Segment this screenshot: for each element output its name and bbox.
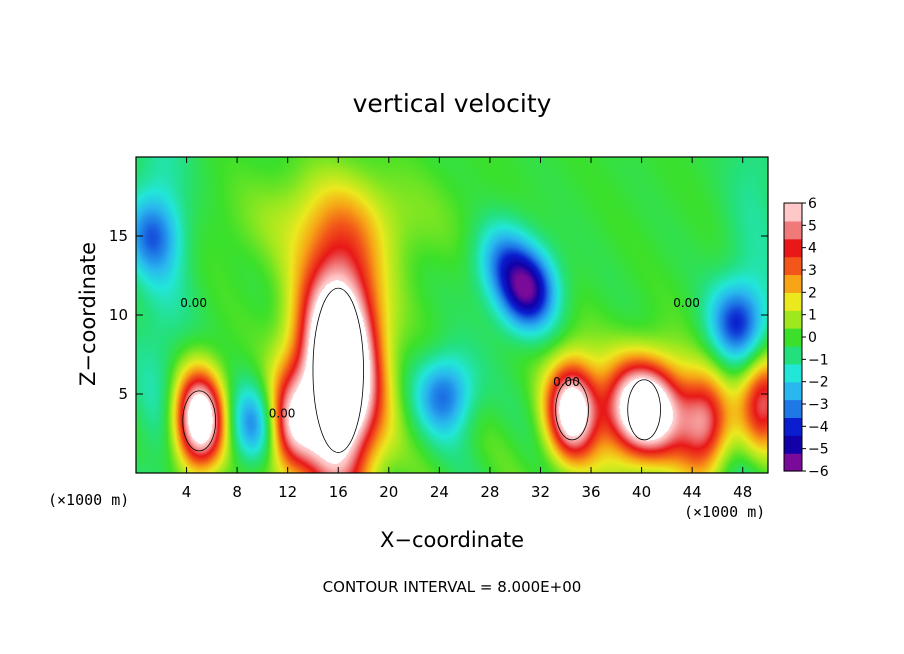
colorbar-swatch [784,310,802,329]
colorbar-tick-label: −5 [808,442,829,458]
updraft-contour [555,379,589,441]
colorbar-swatch [784,363,802,383]
x-tick-label: 8 [232,483,242,501]
colorbar: 6 5 4 3 2 1 0 −1 −2 −3 −4 −5 −6 [783,196,829,480]
x-axis-ticks: 4 8 12 16 20 24 28 32 36 40 44 48 [182,157,752,501]
y-tick-label: 5 [118,385,128,403]
colorbar-swatch [784,203,802,222]
colorbar-tick-label: 2 [808,285,817,301]
y-tick-label: 10 [109,306,128,324]
colorbar-swatch [784,256,802,276]
colorbar-tick-label: 4 [808,241,817,257]
updraft-contour [627,379,661,441]
feature-contours: 0.00 0.00 0.00 0.00 [180,287,700,453]
colorbar-swatch [784,220,802,240]
contour-label: 0.00 [269,407,296,421]
x-tick-label: 20 [379,483,398,501]
heatmap-field [136,157,768,473]
colorbar-tick-label: 3 [808,263,817,279]
y-tick-label: 15 [109,227,128,245]
colorbar-swatch [784,399,802,418]
colorbar-swatch [784,328,802,347]
colorbar-swatch [784,238,802,258]
x-tick-label: 16 [329,483,348,501]
x-tick-label: 28 [480,483,499,501]
x-tick-label: 44 [683,483,702,501]
contour-label: 0.00 [673,296,700,310]
colorbar-swatch [784,417,802,436]
colorbar-tick-label: −2 [808,375,829,391]
contour-label: 0.00 [180,296,207,310]
updraft-contour [312,287,364,453]
x-axis-label: X−coordinate [380,528,524,552]
colorbar-tick-label: 1 [808,308,817,324]
colorbar-swatch [784,292,802,311]
colorbar-swatch [784,381,802,401]
x-tick-label: 12 [278,483,297,501]
x-tick-label: 24 [430,483,449,501]
contour-label: 0.00 [553,375,580,389]
x-tick-label: 4 [182,483,192,501]
updraft-contour [182,390,217,452]
colorbar-tick-label: −4 [808,419,829,435]
colorbar-tick-label: −3 [808,397,829,413]
x-tick-label: 36 [581,483,600,501]
y-axis-label: Z−coordinate [76,242,100,386]
colorbar-tick-label: 6 [808,196,817,212]
chart-title: vertical velocity [353,89,552,118]
colorbar-swatch [784,435,802,454]
y-axis-ticks: 5 10 15 [109,227,768,403]
colorbar-swatch [784,274,802,293]
x-unit-left: (×1000 m) [48,491,129,509]
colorbar-tick-label: −6 [808,464,829,480]
colorbar-tick-label: 0 [808,330,817,346]
colorbar-tick-label: 5 [808,218,817,234]
contour-interval-text: CONTOUR INTERVAL = 8.000E+00 [323,578,582,596]
x-unit-right: (×1000 m) [684,503,765,521]
x-tick-label: 40 [632,483,651,501]
x-tick-label: 32 [531,483,550,501]
colorbar-swatch [784,453,802,472]
colorbar-tick-label: −1 [808,352,829,368]
x-tick-label: 48 [733,483,752,501]
colorbar-swatch [784,345,802,365]
